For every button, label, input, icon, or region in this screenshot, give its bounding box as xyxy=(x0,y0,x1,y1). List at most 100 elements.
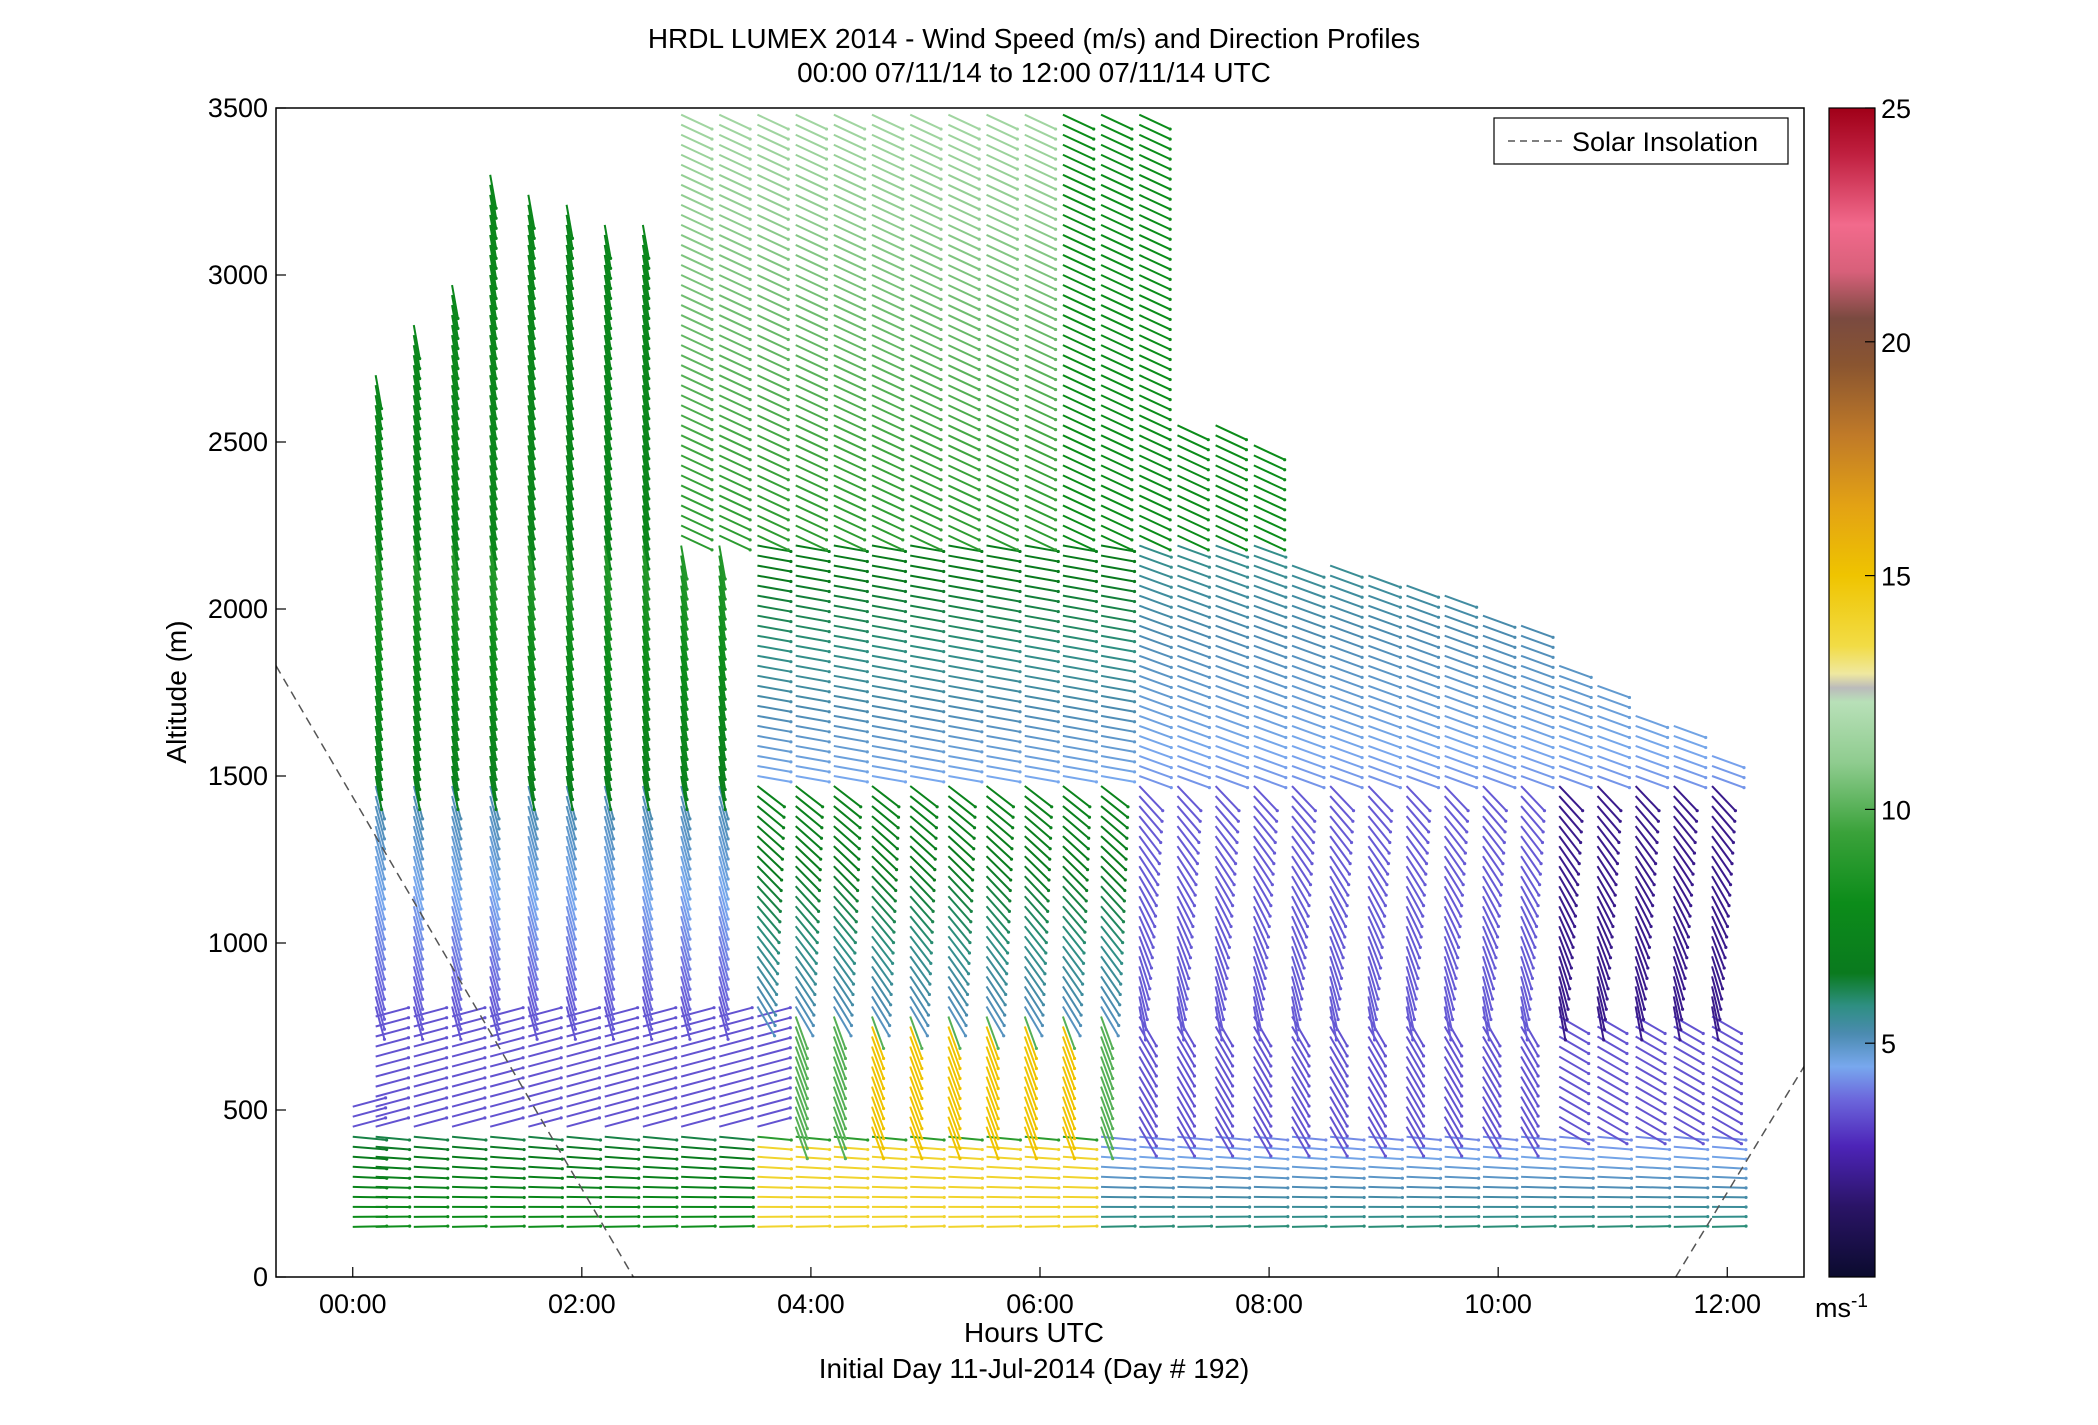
wind-barb xyxy=(719,1145,754,1151)
wind-barb xyxy=(412,455,421,490)
wind-barb xyxy=(1023,1116,1038,1149)
wind-barb-head xyxy=(1269,1044,1273,1048)
wind-barb-head xyxy=(570,477,575,481)
wind-barb-head xyxy=(494,547,498,551)
wind-barb xyxy=(1215,714,1248,729)
wind-barb-head xyxy=(1193,893,1197,897)
wind-barb xyxy=(833,805,861,829)
wind-barb xyxy=(375,1135,410,1141)
wind-barb xyxy=(1062,574,1097,583)
wind-barb xyxy=(603,324,612,359)
wind-barb-head xyxy=(786,478,790,482)
wind-barb xyxy=(451,354,459,389)
wind-barb-head xyxy=(1284,705,1288,710)
wind-barb xyxy=(757,1185,792,1189)
wind-barb-head xyxy=(609,677,613,681)
wind-barb-head xyxy=(1133,1205,1137,1209)
wind-barb xyxy=(1138,244,1171,261)
wind-barb-head xyxy=(748,277,752,281)
wind-barb xyxy=(680,394,713,411)
wind-barb-head xyxy=(598,1147,603,1152)
wind-barb-head xyxy=(748,518,752,522)
wind-barb-head xyxy=(939,127,943,131)
wind-barb-head xyxy=(379,547,384,551)
wind-barb-head xyxy=(532,677,536,681)
wind-barb-head xyxy=(723,777,727,782)
wind-barb xyxy=(1253,684,1287,699)
wind-barb-head xyxy=(1146,1007,1150,1011)
wind-barb-head xyxy=(903,740,908,744)
wind-barb-head xyxy=(459,967,463,971)
wind-barb xyxy=(985,1106,1000,1139)
wind-barb xyxy=(1176,1025,1196,1057)
wind-barb-head xyxy=(456,477,460,481)
wind-barb-head xyxy=(972,836,976,840)
wind-barb-head xyxy=(863,488,867,492)
wind-barb-head xyxy=(1168,357,1172,362)
wind-barb-head xyxy=(1092,357,1096,362)
wind-barb-head xyxy=(977,408,981,412)
wind-barb-head xyxy=(609,397,613,401)
wind-barb xyxy=(489,485,498,520)
wind-barb xyxy=(1138,1036,1158,1067)
wind-barb xyxy=(1138,454,1171,471)
wind-barb xyxy=(1100,494,1133,511)
wind-barb xyxy=(833,454,866,471)
wind-barb-head xyxy=(958,1116,962,1121)
wind-barb-head xyxy=(494,276,498,281)
wind-barb-head xyxy=(827,740,831,744)
wind-barb-head xyxy=(931,920,935,924)
wind-barb xyxy=(489,875,500,910)
wind-barb-head xyxy=(827,700,831,704)
wind-barb xyxy=(909,304,942,321)
wind-barb xyxy=(1062,674,1097,683)
wind-barb-head xyxy=(1042,982,1047,986)
wind-barb xyxy=(1253,785,1278,812)
wind-barb xyxy=(527,595,536,630)
wind-barb xyxy=(680,735,689,770)
wind-barb-head xyxy=(609,447,613,451)
wind-barb xyxy=(1100,434,1133,451)
wind-barb-head xyxy=(939,327,943,332)
wind-barb-head xyxy=(611,1007,616,1011)
wind-barb xyxy=(603,855,615,890)
wind-barb xyxy=(527,224,536,259)
wind-barb xyxy=(566,1086,600,1098)
wind-barb xyxy=(489,565,498,600)
wind-barb-head xyxy=(726,957,730,961)
wind-barb xyxy=(1177,494,1209,511)
wind-barb-head xyxy=(980,1138,984,1142)
wind-barb-head xyxy=(685,607,689,611)
wind-barb-head xyxy=(824,267,829,271)
wind-barb-head xyxy=(494,527,498,531)
wind-barb xyxy=(1176,905,1193,938)
wind-barb-head xyxy=(786,147,790,151)
wind-barb-head xyxy=(1207,735,1212,740)
wind-barb xyxy=(910,564,944,573)
wind-barb-head xyxy=(483,1006,487,1010)
wind-barb-head xyxy=(863,317,867,322)
wind-barb xyxy=(489,575,498,610)
wind-barb xyxy=(757,1116,791,1128)
wind-barb xyxy=(527,405,536,439)
wind-barb-head xyxy=(379,577,384,581)
wind-barb-head xyxy=(609,707,613,711)
wind-barb-head xyxy=(1190,935,1194,939)
wind-barb xyxy=(412,986,424,1020)
wind-barb xyxy=(1062,464,1095,481)
wind-barb xyxy=(871,1036,885,1069)
wind-barb-head xyxy=(647,617,651,621)
wind-barb xyxy=(527,795,539,830)
wind-barb-head xyxy=(559,1086,563,1090)
wind-barb xyxy=(527,515,536,550)
wind-barb xyxy=(1138,775,1172,789)
wind-barb-head xyxy=(406,1056,411,1060)
wind-barb xyxy=(565,304,574,339)
wind-barb xyxy=(1024,1135,1059,1141)
wind-barb xyxy=(910,1155,945,1161)
wind-barb xyxy=(948,674,983,683)
wind-barb xyxy=(871,404,904,421)
wind-barb-head xyxy=(901,207,905,211)
wind-barb-head xyxy=(748,488,752,492)
wind-barb-head xyxy=(1057,1147,1061,1152)
